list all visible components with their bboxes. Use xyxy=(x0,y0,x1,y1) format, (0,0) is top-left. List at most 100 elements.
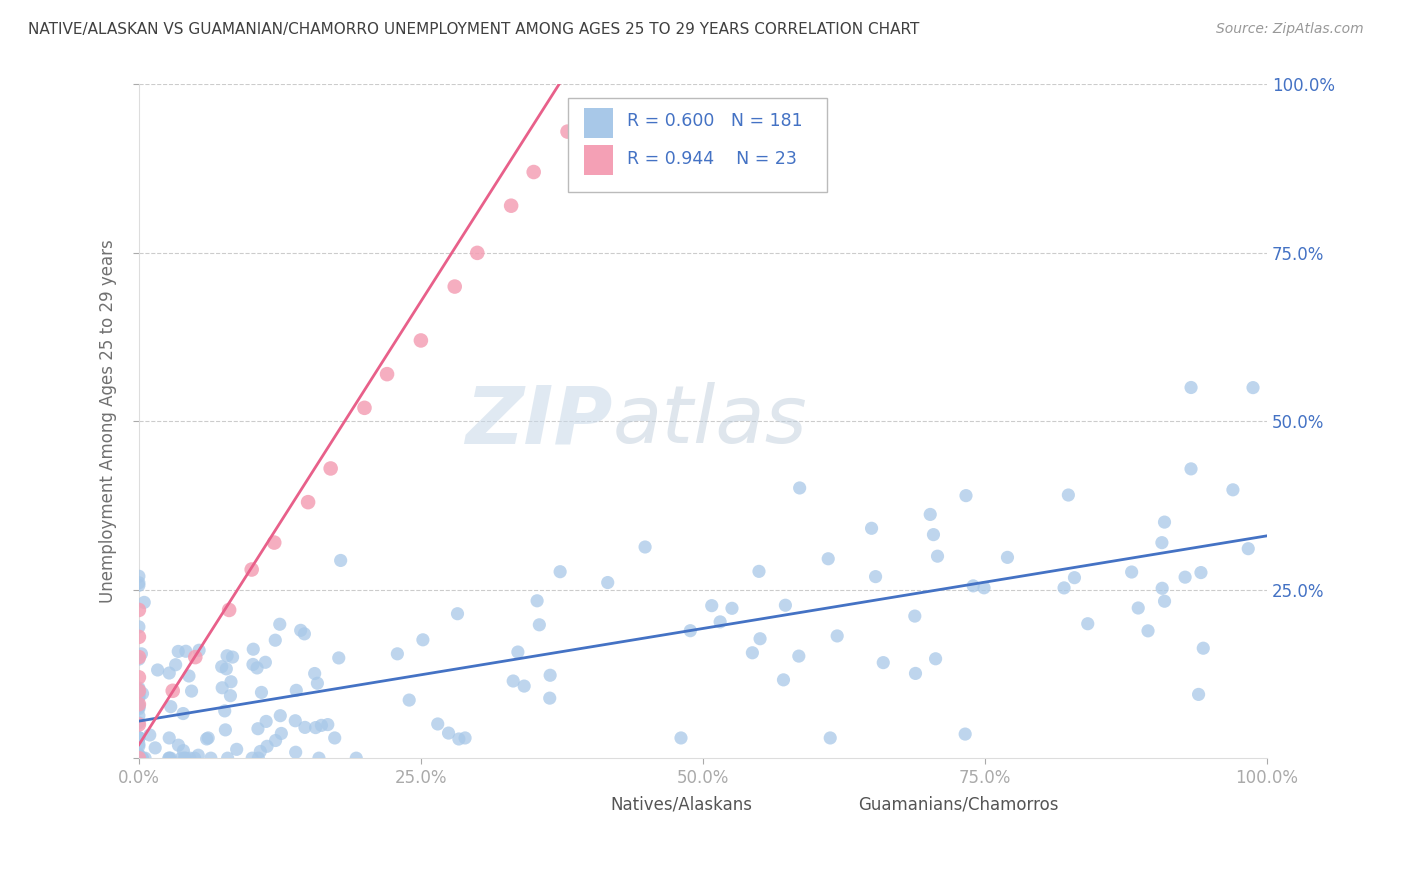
Text: Guamanians/Chamorros: Guamanians/Chamorros xyxy=(859,796,1059,814)
Point xyxy=(218,603,240,617)
Point xyxy=(195,731,218,746)
Point xyxy=(128,708,150,723)
Point xyxy=(128,751,150,765)
Point xyxy=(920,508,942,522)
Point xyxy=(865,569,887,583)
Point xyxy=(219,674,242,689)
Point xyxy=(872,656,894,670)
Point xyxy=(128,731,150,745)
Point xyxy=(246,661,269,675)
Point xyxy=(128,739,150,753)
Point xyxy=(254,714,277,729)
Point xyxy=(174,751,197,765)
Point xyxy=(772,673,794,687)
Point xyxy=(679,624,702,638)
Point xyxy=(353,401,375,415)
Point xyxy=(709,615,731,629)
Point xyxy=(446,607,468,621)
Point xyxy=(184,650,207,665)
Point xyxy=(529,617,551,632)
Point xyxy=(128,690,150,705)
Point xyxy=(167,738,190,752)
Point xyxy=(128,751,150,765)
Point xyxy=(387,647,409,661)
Point xyxy=(172,706,194,721)
Point xyxy=(501,199,523,213)
Point xyxy=(1187,687,1209,701)
Point xyxy=(157,731,180,745)
Text: Source: ZipAtlas.com: Source: ZipAtlas.com xyxy=(1216,22,1364,37)
Point xyxy=(1137,624,1160,638)
Point xyxy=(128,750,150,764)
Point xyxy=(700,599,723,613)
Point xyxy=(225,742,247,756)
Point xyxy=(924,652,946,666)
Point xyxy=(955,489,977,503)
Point xyxy=(297,495,319,509)
Point xyxy=(398,693,420,707)
Text: R = 0.944    N = 23: R = 0.944 N = 23 xyxy=(627,150,797,168)
Point xyxy=(128,687,150,701)
Point xyxy=(409,334,432,348)
Point xyxy=(290,624,312,638)
Text: Natives/Alaskans: Natives/Alaskans xyxy=(610,796,752,814)
Point xyxy=(134,595,156,609)
Point xyxy=(1192,641,1215,656)
Point xyxy=(904,666,927,681)
Point xyxy=(128,698,150,712)
Point xyxy=(143,740,166,755)
Point xyxy=(249,744,271,758)
Point xyxy=(131,751,153,765)
Point xyxy=(174,644,197,658)
Point xyxy=(128,751,150,765)
Point xyxy=(1121,565,1143,579)
Point xyxy=(200,751,222,765)
Point xyxy=(187,748,209,763)
Point xyxy=(311,718,333,732)
Point xyxy=(412,632,434,647)
Point xyxy=(128,681,150,695)
Point xyxy=(997,550,1019,565)
Bar xyxy=(585,145,613,176)
Point xyxy=(443,279,465,293)
Point xyxy=(128,717,150,731)
Point xyxy=(316,717,339,731)
Point xyxy=(128,701,150,715)
Point xyxy=(157,666,180,681)
Point xyxy=(741,646,763,660)
Point xyxy=(128,715,150,730)
FancyBboxPatch shape xyxy=(568,98,827,193)
Point xyxy=(1153,594,1175,608)
Point xyxy=(128,620,150,634)
Point xyxy=(128,751,150,765)
Point xyxy=(264,733,287,747)
Point xyxy=(523,165,546,179)
Bar xyxy=(585,108,613,138)
Point xyxy=(146,663,169,677)
Text: ZIP: ZIP xyxy=(465,383,613,460)
Point xyxy=(128,630,150,644)
Y-axis label: Unemployment Among Ages 25 to 29 years: Unemployment Among Ages 25 to 29 years xyxy=(100,239,117,603)
Point xyxy=(1180,462,1202,476)
Point xyxy=(526,594,548,608)
Point xyxy=(131,647,153,661)
Point xyxy=(211,659,233,673)
Point xyxy=(128,575,150,590)
Point xyxy=(159,751,181,765)
Point xyxy=(157,751,180,765)
Point xyxy=(927,549,949,564)
Point xyxy=(217,751,239,765)
Point xyxy=(128,751,150,765)
Point xyxy=(922,527,945,541)
Point xyxy=(139,728,162,742)
Point xyxy=(128,751,150,765)
Point xyxy=(375,367,398,381)
Point xyxy=(548,565,571,579)
Point xyxy=(179,751,201,765)
Point xyxy=(1241,381,1264,395)
Point xyxy=(167,644,190,658)
Point xyxy=(162,683,184,698)
Point xyxy=(465,245,488,260)
Point xyxy=(1222,483,1244,497)
Point xyxy=(170,751,193,765)
